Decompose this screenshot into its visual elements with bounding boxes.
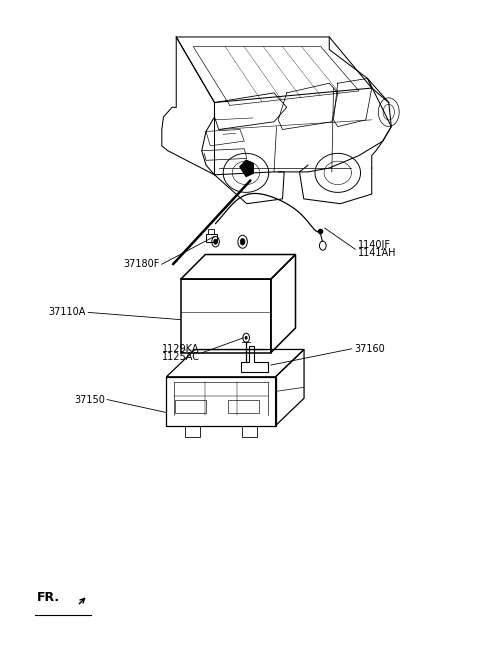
Circle shape [245,336,248,340]
Text: 1140JF: 1140JF [358,239,391,250]
Text: FR.: FR. [37,591,60,604]
Circle shape [240,239,245,245]
Text: 37180F: 37180F [123,259,159,269]
Text: 37160: 37160 [354,344,384,354]
Bar [208,230,214,234]
Bar [228,400,259,413]
Text: 1141AH: 1141AH [358,248,396,258]
Polygon shape [240,160,253,176]
Circle shape [214,239,217,244]
Text: 1125AC: 1125AC [162,352,200,362]
Circle shape [243,333,250,342]
Bar [206,234,216,242]
Text: 37150: 37150 [74,394,105,405]
Bar [175,400,205,413]
Text: 1129KA: 1129KA [162,344,200,354]
Text: 37110A: 37110A [48,308,86,318]
